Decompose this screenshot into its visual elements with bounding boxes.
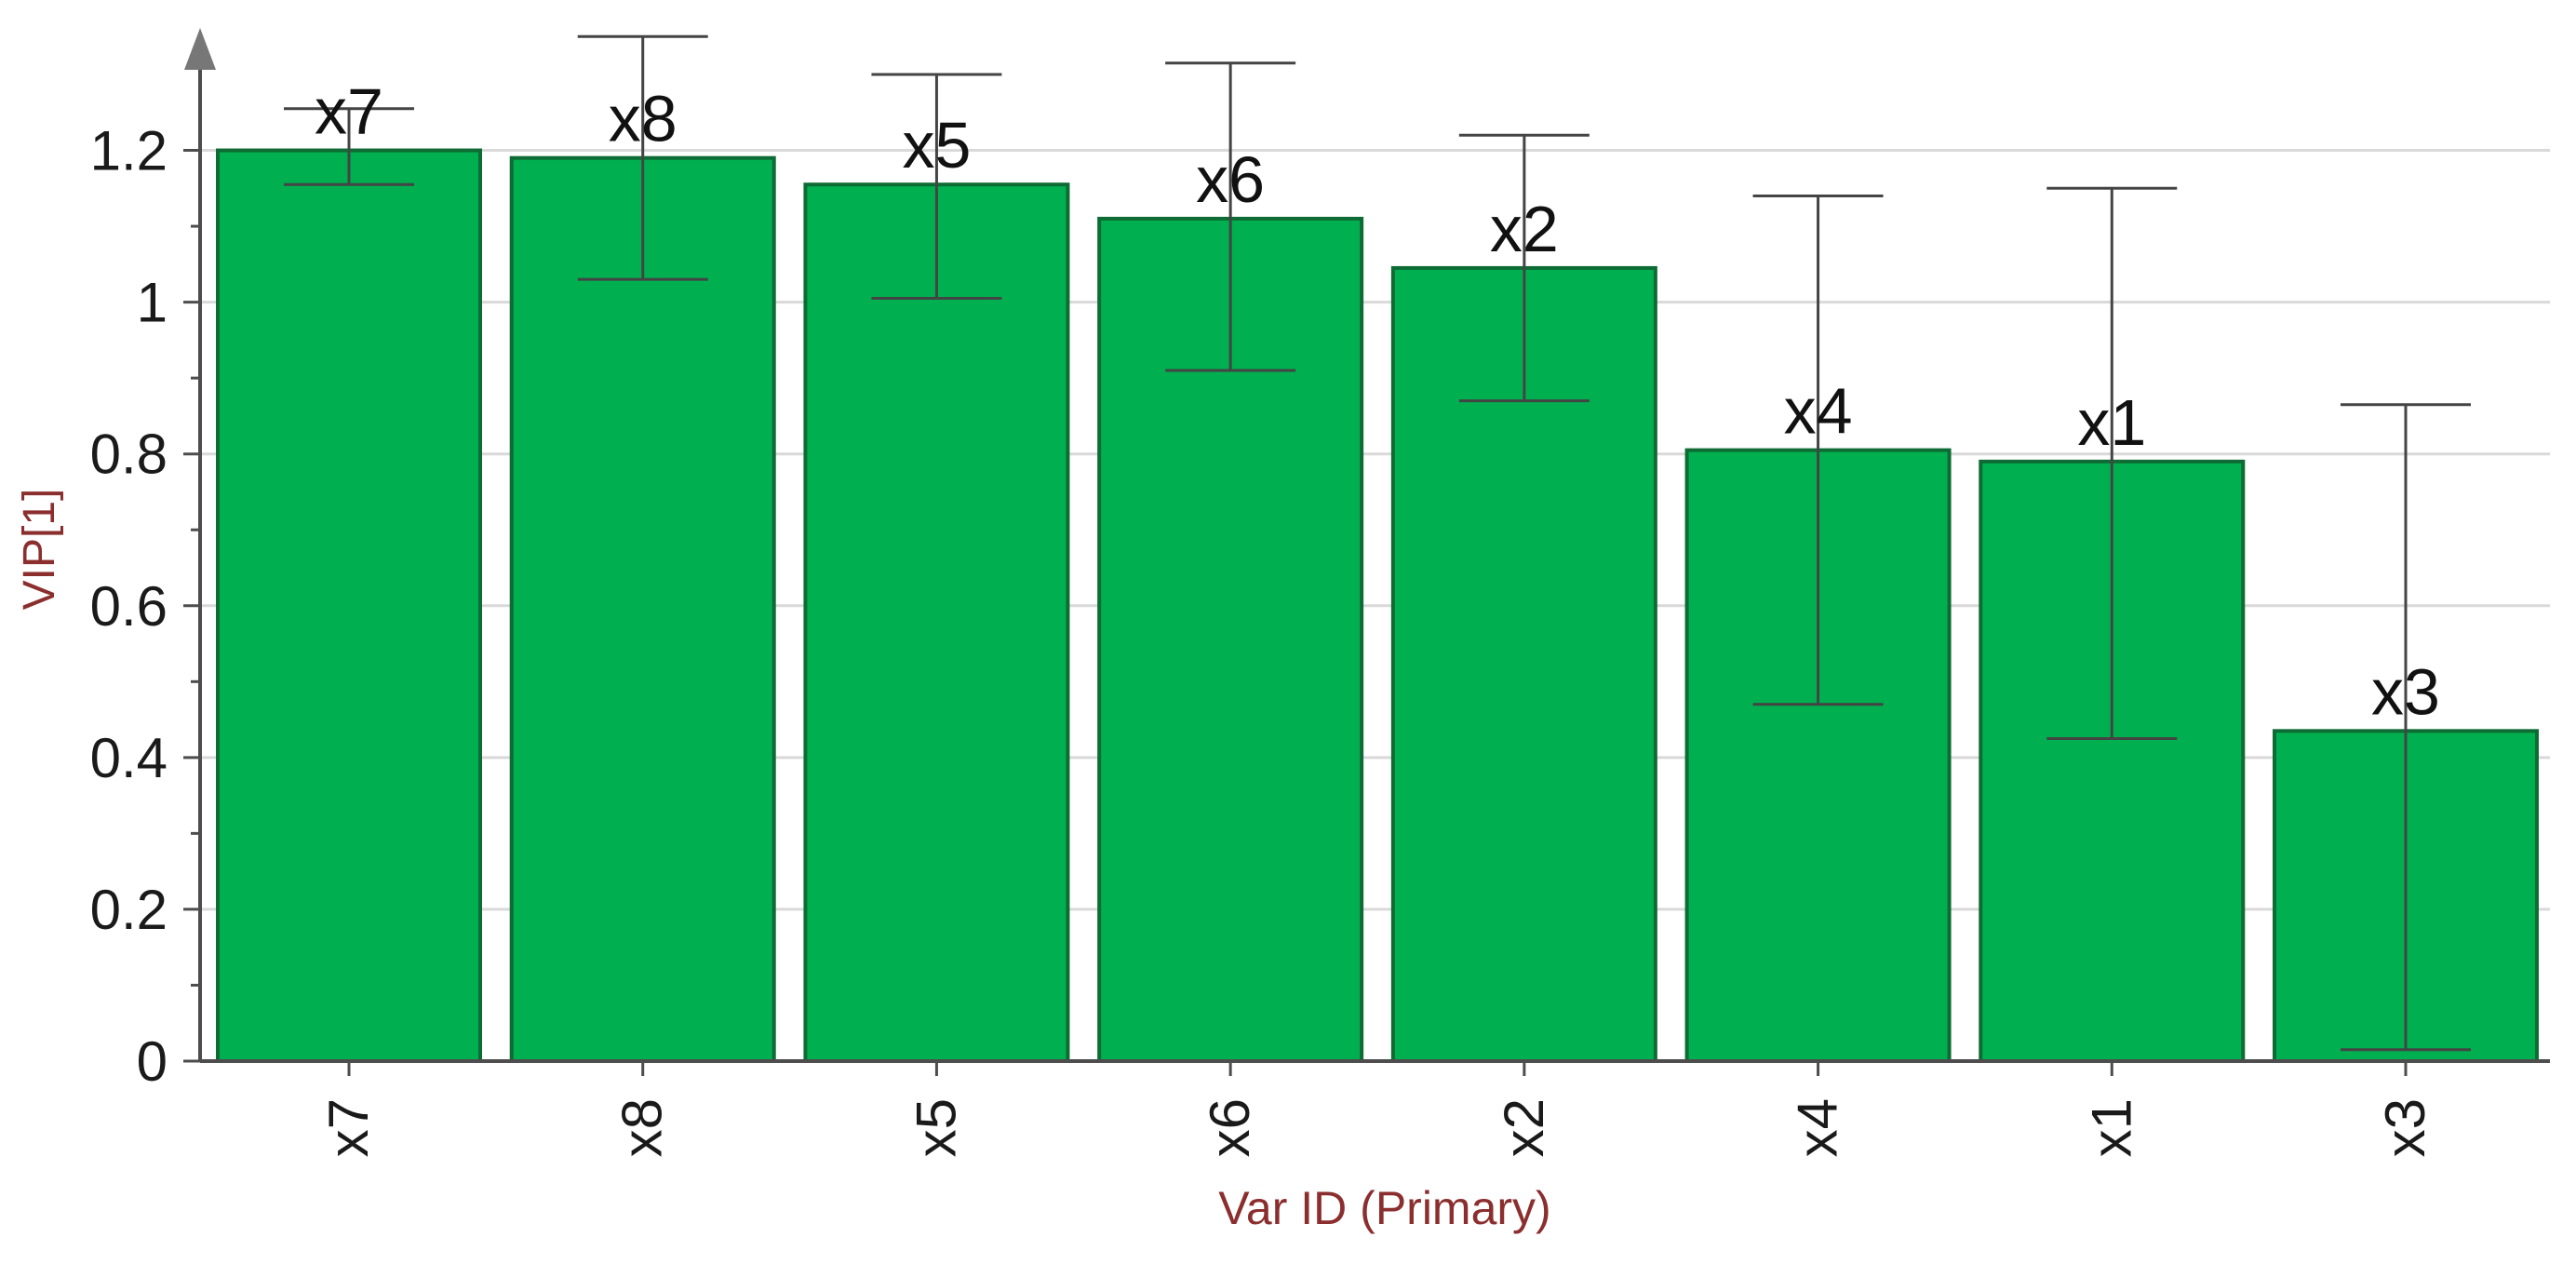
- y-axis-arrow-icon: [184, 28, 216, 70]
- bar-label-x3: x3: [2371, 655, 2440, 728]
- axes: 0 0.2 0.4 0.6 0.8 1 1.2 x7 x8 x5 x6 x2 x4 x1 x3: [90, 28, 2550, 1157]
- x-tick-label-x2: x2: [1493, 1098, 1555, 1157]
- y-tick-label: 0.8: [90, 424, 168, 486]
- x-tick-label-x6: x6: [1199, 1098, 1261, 1157]
- bar-label-x5: x5: [902, 109, 971, 182]
- y-tick-label: 1: [137, 272, 168, 334]
- x-axis-title: Var ID (Primary): [1218, 1182, 1550, 1234]
- bar-label-x2: x2: [1490, 193, 1559, 265]
- x-tick-label-x8: x8: [611, 1098, 674, 1157]
- bar-x8: [509, 155, 776, 1063]
- y-tick-label: 0.6: [90, 575, 168, 638]
- x-tick-label-x3: x3: [2374, 1098, 2436, 1157]
- y-tick-label: 0: [137, 1030, 168, 1093]
- x-tick-label-x4: x4: [1787, 1098, 1849, 1157]
- bar-label-x1: x1: [2077, 386, 2146, 459]
- x-tick-label-x1: x1: [2080, 1098, 2142, 1157]
- bar-label-x7: x7: [315, 75, 383, 148]
- y-tick-label: 0.4: [90, 727, 168, 789]
- y-tick-label: 0.2: [90, 879, 168, 941]
- bar-x7: [216, 148, 482, 1064]
- y-tick-label: 1.2: [90, 120, 168, 182]
- bar-label-x8: x8: [609, 83, 678, 155]
- bar-label-x6: x6: [1196, 143, 1265, 216]
- x-tick-label-x7: x7: [317, 1098, 380, 1157]
- bar-label-x4: x4: [1784, 375, 1853, 448]
- x-tick-label-x5: x5: [905, 1098, 967, 1157]
- y-axis-title: VIP[1]: [15, 489, 64, 611]
- error-bars: [284, 34, 2471, 1052]
- bar-x5: [803, 182, 1070, 1063]
- bar-labels: x7 x8 x5 x6 x2 x4 x1 x3: [315, 75, 2440, 729]
